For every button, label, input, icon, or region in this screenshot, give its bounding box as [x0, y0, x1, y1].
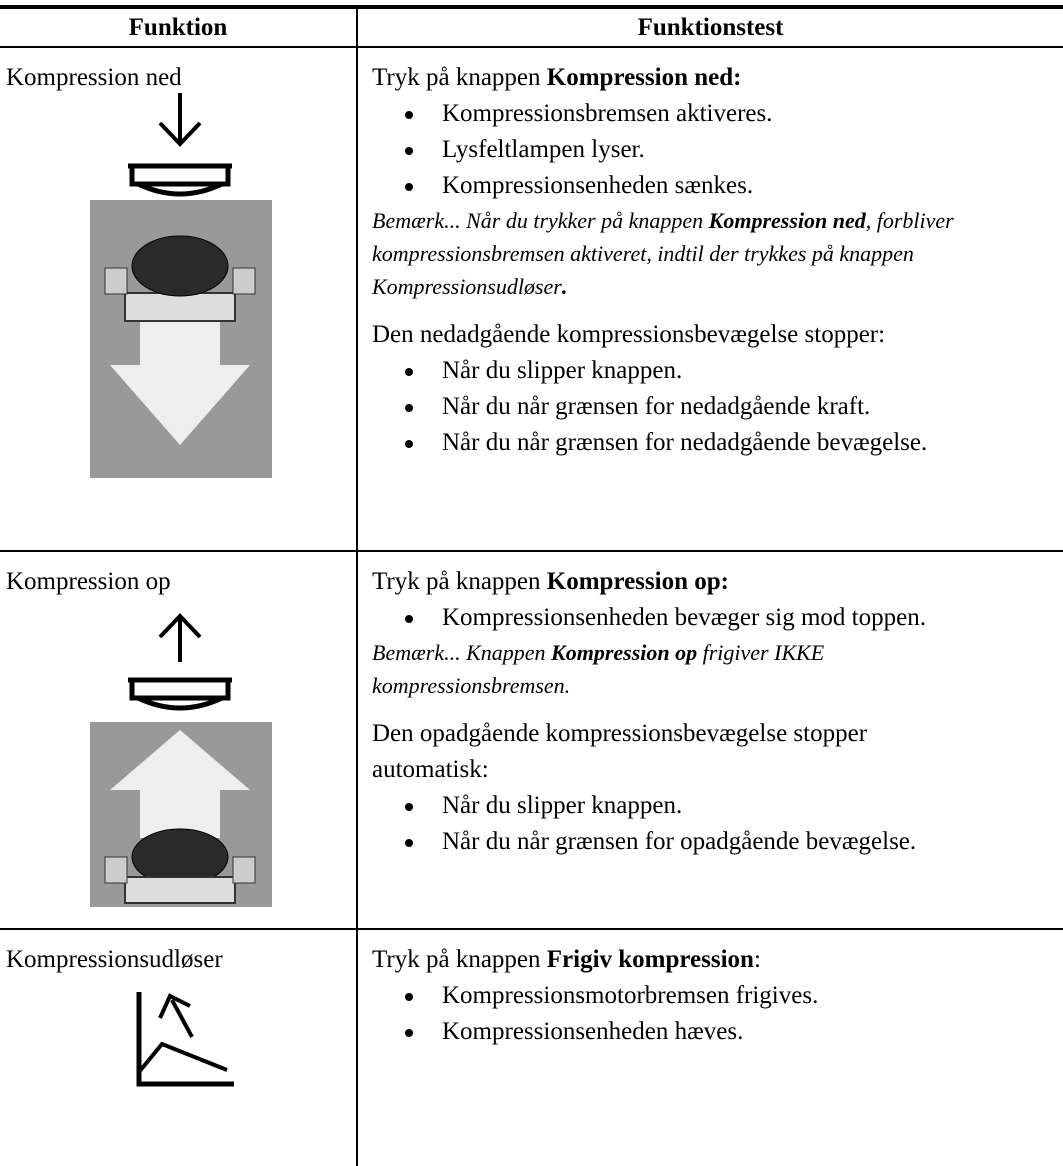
- function-cell: Kompressionsudløser: [0, 930, 358, 1166]
- intro: Tryk på knappen Frigiv kompression:: [372, 942, 1063, 978]
- header-cell: Funktionstest: [637, 14, 784, 41]
- function-table: Funktion Funktionstest Kompression ned T…: [0, 5, 1063, 1166]
- function-cell: Kompression ned: [0, 48, 358, 550]
- text: Tryk på knappen: [372, 568, 547, 595]
- stop-text: Den nedadgående kompressionsbevægelse st…: [372, 321, 886, 348]
- compression-release-icon: [136, 992, 234, 1087]
- bullet: Lysfeltlampen lyser.: [405, 132, 1063, 168]
- bullet: Kompressionsenheden bevæger sig mod topp…: [405, 600, 1063, 636]
- bullet: Når du når grænsen for opadgående bevæge…: [405, 824, 1063, 860]
- bullet: Kompressionsbremsen aktiveres.: [405, 96, 1063, 132]
- function-name: Kompression op: [6, 568, 171, 595]
- bullet-list: Når du slipper knappen. Når du når græns…: [372, 788, 1063, 860]
- bold-text: .: [561, 274, 568, 299]
- bullet-list: Når du slipper knappen. Når du når græns…: [372, 353, 1063, 461]
- text: :: [753, 946, 761, 973]
- intro: Tryk på knappen Kompression ned:: [372, 60, 1063, 96]
- bullet-list: Kompressionsmotorbremsen frigives. Kompr…: [372, 978, 1063, 1050]
- text: Bemærk... Når du trykker på knappen: [372, 208, 709, 233]
- text: Tryk på knappen: [372, 946, 547, 973]
- function-name: Kompressionsudløser: [6, 946, 223, 973]
- note: Bemærk... Når du trykker på knappen Komp…: [372, 204, 1063, 303]
- intro: Tryk på knappen Kompression op:: [372, 564, 1063, 600]
- bullet: Når du slipper knappen.: [405, 353, 1063, 389]
- table-row: Kompressionsudløser Tryk på knappen Frig…: [0, 930, 1063, 1166]
- compression-down-icon: [90, 93, 272, 478]
- note: Bemærk... Knappen Kompression op frigive…: [372, 636, 1063, 702]
- text: Tryk på knappen: [372, 64, 547, 91]
- bold-text: Kompression op: [551, 640, 698, 665]
- bullet: Kompressionsenheden sænkes.: [405, 168, 1063, 204]
- bullet: Når du slipper knappen.: [405, 788, 1063, 824]
- test-cell: Tryk på knappen Kompression op: Kompress…: [358, 552, 1063, 928]
- bold-text: Frigiv kompression: [546, 946, 754, 973]
- test-cell: Tryk på knappen Frigiv kompression: Komp…: [358, 930, 1063, 1166]
- bold-text: Kompression ned: [708, 208, 866, 233]
- header-row: Funktion Funktionstest: [0, 9, 1063, 48]
- bullet: Kompressionsenheden hæves.: [405, 1014, 1063, 1050]
- table-row: Kompression op Tryk på knappen Kompressi…: [0, 552, 1063, 930]
- function-cell: Kompression op: [0, 552, 358, 928]
- bullet-list: Kompressionsenheden bevæger sig mod topp…: [372, 600, 1063, 636]
- text: Bemærk... Knappen: [372, 640, 552, 665]
- bullet: Kompressionsmotorbremsen frigives.: [405, 978, 1063, 1014]
- test-cell: Tryk på knappen Kompression ned: Kompres…: [358, 48, 1063, 550]
- table-row: Kompression ned Tryk på knappen Kompress…: [0, 48, 1063, 552]
- text: frigiver IKKE kompressionsbremsen.: [372, 640, 825, 698]
- stop-text: Den opadgående kompressionsbevægelse sto…: [372, 720, 868, 783]
- header-cell: Funktion: [0, 9, 358, 46]
- function-name: Kompression ned: [6, 64, 182, 91]
- bullet-list: Kompressionsbremsen aktiveres. Lysfeltla…: [372, 96, 1063, 204]
- bold-text: Kompression ned:: [546, 64, 742, 91]
- compression-up-icon: [90, 613, 272, 907]
- bold-text: Kompression op:: [546, 568, 729, 595]
- text: , forbliver kompressionsbremsen aktivere…: [372, 208, 954, 299]
- bullet: Når du når grænsen for nedadgående bevæg…: [405, 425, 1063, 461]
- bullet: Når du når grænsen for nedadgående kraft…: [405, 389, 1063, 425]
